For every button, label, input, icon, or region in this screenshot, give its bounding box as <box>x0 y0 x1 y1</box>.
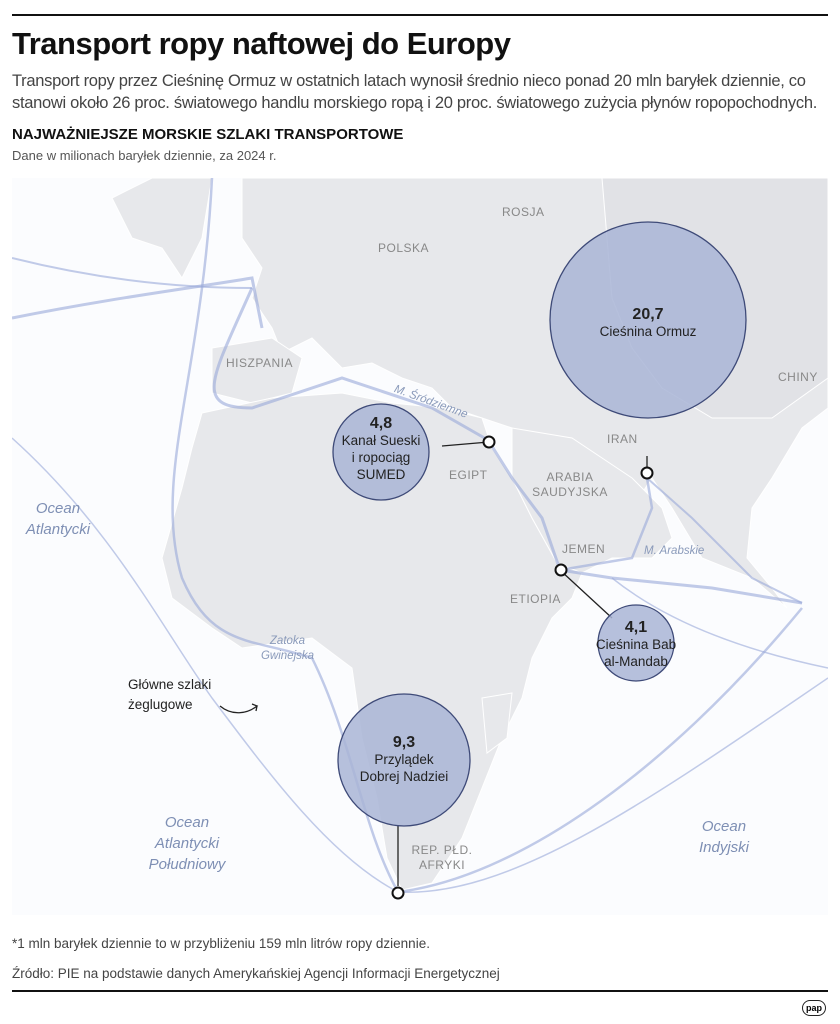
legend-shipping-routes: Główne szlaki żeglugowe <box>128 677 212 712</box>
marker-suez <box>482 435 496 449</box>
bubble-bab-al-mandab <box>597 604 675 682</box>
bubble-cape <box>337 693 471 827</box>
bubble-label-bab-al-mandab: 4,1 Cieśnina Bab al-Mandab <box>595 619 677 669</box>
unit-note: Dane w milionach baryłek dziennie, za 20… <box>12 148 277 163</box>
label-chiny: CHINY <box>778 370 818 384</box>
top-rule <box>12 14 828 16</box>
marker-hormuz <box>640 466 654 480</box>
label-rpa: REP. PŁD. AFRYKI <box>411 843 473 872</box>
label-morze-arabskie: M. Arabskie <box>644 545 705 557</box>
label-ocean-atlantycki: Ocean Atlantycki <box>25 500 91 538</box>
label-egipt: EGIPT <box>449 468 488 482</box>
bottom-rule <box>12 990 828 992</box>
lead-text: Transport ropy przez Cieśninę Ormuz w os… <box>12 72 817 112</box>
bubble-suez <box>332 403 430 501</box>
legend-arrow-icon <box>219 703 259 714</box>
bubble-hormuz <box>549 221 747 419</box>
chokepoint-leaders <box>397 441 648 886</box>
pap-logo: pap <box>802 1000 826 1016</box>
label-rosja: ROSJA <box>502 205 545 219</box>
label-iran: IRAN <box>607 432 638 446</box>
label-etiopia: ETIOPIA <box>510 592 561 606</box>
source: Źródło: PIE na podstawie danych Amerykań… <box>12 966 500 981</box>
label-ocean-indyjski: Ocean Indyjski <box>698 818 750 856</box>
footnote: *1 mln baryłek dziennie to w przybliżeni… <box>12 936 430 951</box>
bubble-label-hormuz: 20,7 Cieśnina Ormuz <box>599 306 697 339</box>
label-jemen: JEMEN <box>562 542 606 556</box>
chokepoint-markers <box>391 435 654 900</box>
bubble-label-cape: 9,3 Przylądek Dobrej Nadziei <box>359 734 449 784</box>
label-ocean-atlantycki-poludniowy: Ocean Atlantycki Południowy <box>148 814 226 873</box>
marker-bab-al-mandab <box>554 563 568 577</box>
page-title: Transport ropy naftowej do Europy <box>12 26 511 61</box>
chokepoint-bubbles <box>332 221 747 827</box>
map <box>12 178 828 915</box>
label-hiszpania: HISZPANIA <box>226 356 293 370</box>
section-heading: NAJWAŻNIEJSZE MORSKIE SZLAKI TRANSPORTOW… <box>12 126 404 143</box>
bubble-label-suez: 4,8 Kanał Sueski i ropociąg SUMED <box>341 415 421 482</box>
marker-cape <box>391 886 405 900</box>
label-arabia-saudyjska: ARABIA SAUDYJSKA <box>532 470 608 499</box>
label-zatoka-gwinejska: Zatoka Gwinejska <box>260 635 315 662</box>
label-polska: POLSKA <box>378 241 430 255</box>
